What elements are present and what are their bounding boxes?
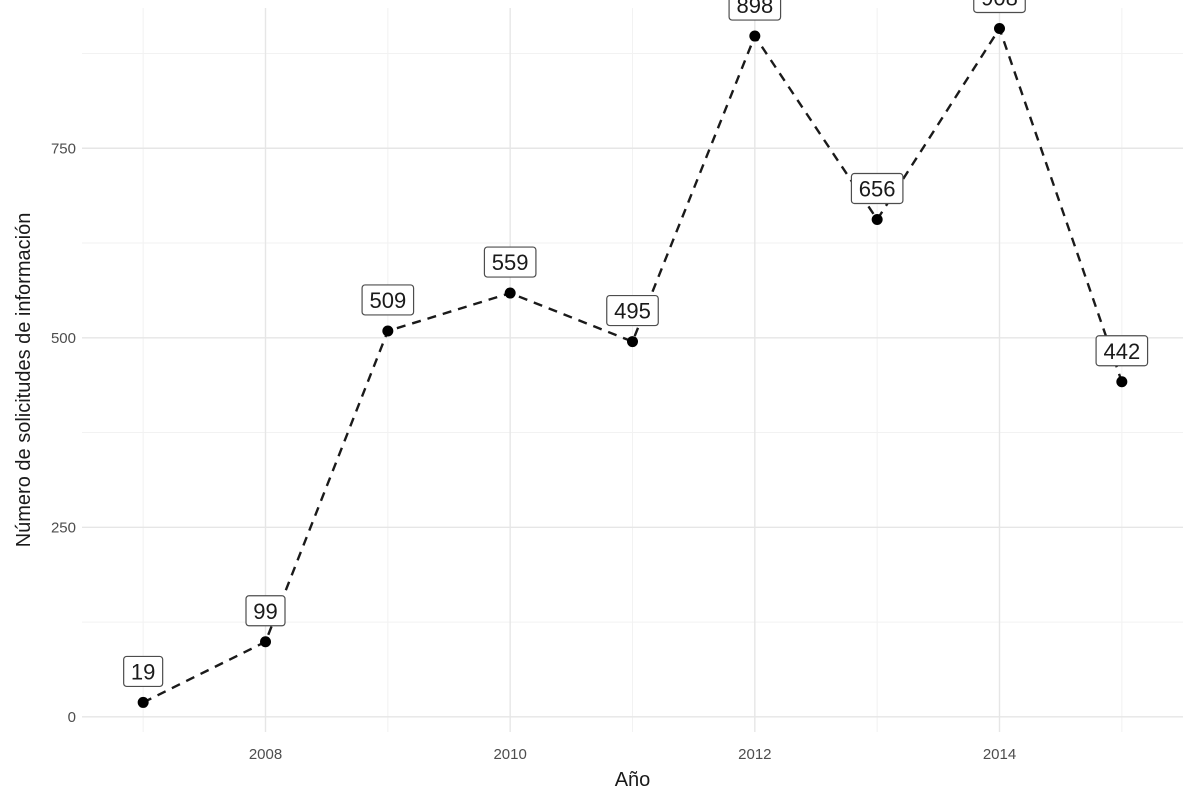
y-tick-label: 500 (51, 330, 76, 347)
data-label-box (361, 284, 415, 316)
data-label: 509 (361, 284, 415, 316)
data-label-box (1095, 335, 1149, 367)
x-tick-label: 2014 (983, 746, 1016, 763)
data-label-text: 442 (1103, 339, 1140, 364)
data-label-box (123, 655, 164, 688)
y-tick-label: 750 (51, 140, 76, 157)
data-label-text: 898 (736, 0, 773, 18)
data-label-text: 908 (981, 0, 1018, 10)
data-label-text: 495 (614, 299, 651, 324)
data-points (137, 22, 1128, 708)
data-label: 908 (973, 0, 1026, 14)
data-label-text: 19 (131, 659, 155, 684)
x-tick-label: 2008 (249, 746, 282, 763)
data-point (627, 336, 638, 348)
data-label-box (973, 0, 1026, 14)
data-label: 99 (245, 595, 286, 627)
data-point (994, 22, 1005, 34)
data-point (260, 636, 271, 648)
data-point (871, 214, 883, 226)
data-label-text: 509 (369, 288, 406, 313)
y-axis-ticks: 0 250 500 750 (51, 140, 76, 726)
data-label-box (483, 246, 537, 278)
data-label-box (728, 0, 782, 21)
data-label-box (850, 172, 904, 205)
data-labels: 19 99 509 559 495 898 656 908 442 (123, 0, 1149, 688)
data-label: 442 (1095, 335, 1149, 367)
y-tick-label: 0 (68, 709, 76, 726)
data-label-box (245, 595, 286, 627)
series-line (142, 25, 1123, 704)
data-label: 495 (606, 294, 659, 327)
data-point (749, 30, 761, 42)
data-point (382, 325, 394, 337)
x-tick-label: 2010 (493, 746, 526, 763)
x-tick-label: 2012 (738, 746, 771, 763)
data-point (504, 287, 516, 299)
data-label: 559 (483, 246, 537, 278)
y-axis-title: Número de solicitudes de información (13, 213, 35, 548)
data-label-text: 656 (859, 177, 896, 202)
data-point (137, 696, 149, 708)
series-line-group (142, 25, 1123, 704)
data-label-text: 559 (492, 250, 529, 275)
data-label-text: 99 (253, 599, 277, 624)
x-axis-ticks: 2008 2010 2012 2014 (249, 746, 1016, 763)
y-tick-label: 250 (51, 519, 76, 536)
data-label-box (606, 294, 659, 327)
data-point (1116, 376, 1128, 388)
data-label: 19 (123, 655, 164, 688)
data-label: 656 (850, 172, 904, 205)
x-axis-title: Año (615, 769, 651, 791)
data-label: 898 (728, 0, 782, 21)
